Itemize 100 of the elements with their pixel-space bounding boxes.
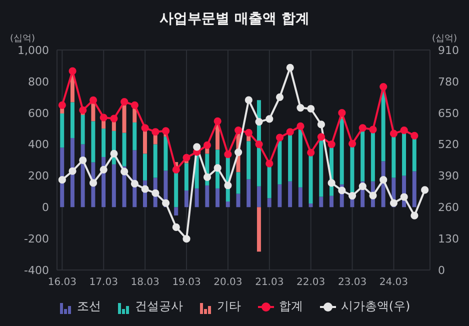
point bbox=[58, 176, 66, 184]
bar bbox=[80, 114, 85, 144]
point bbox=[172, 166, 180, 174]
point bbox=[100, 114, 108, 122]
point bbox=[276, 93, 284, 101]
y-tick-label: -400 bbox=[24, 264, 49, 277]
point bbox=[400, 193, 408, 201]
y2-tick-label: 520 bbox=[438, 138, 459, 152]
bar bbox=[298, 187, 302, 208]
bar bbox=[236, 194, 240, 208]
bar bbox=[288, 134, 292, 182]
point bbox=[296, 122, 304, 130]
x-tick-label: 23.03 bbox=[338, 277, 367, 288]
point bbox=[110, 150, 118, 158]
point bbox=[224, 182, 232, 190]
y-tick-label: 0 bbox=[42, 201, 49, 214]
point bbox=[348, 140, 356, 148]
y2-axis-title: (십억) bbox=[432, 33, 457, 45]
point bbox=[421, 186, 429, 194]
bar bbox=[412, 171, 416, 208]
y-axis-title: (십억) bbox=[10, 33, 36, 45]
bar bbox=[319, 140, 324, 197]
point bbox=[120, 168, 128, 176]
y-tick-label: 800 bbox=[28, 75, 49, 88]
bar bbox=[267, 198, 272, 208]
bar bbox=[267, 165, 272, 198]
point bbox=[244, 96, 252, 104]
y2-tick-label: 0 bbox=[438, 264, 445, 277]
legend-label: 조선 bbox=[76, 298, 101, 315]
point bbox=[100, 166, 108, 174]
bar bbox=[256, 207, 261, 252]
point bbox=[338, 186, 346, 194]
point bbox=[328, 179, 336, 187]
point bbox=[193, 143, 201, 151]
point bbox=[266, 115, 274, 123]
bar bbox=[246, 179, 251, 208]
point bbox=[152, 189, 160, 197]
bar bbox=[308, 154, 313, 204]
point bbox=[390, 130, 398, 138]
bar bbox=[278, 138, 282, 184]
chart-title: 사업부문별 매출액 합계 bbox=[158, 10, 310, 28]
bar bbox=[122, 132, 126, 166]
point bbox=[152, 128, 160, 136]
x-tick-label: 21.03 bbox=[255, 277, 284, 288]
x-tick-label: 20.03 bbox=[214, 277, 242, 288]
point bbox=[255, 118, 263, 126]
bar bbox=[174, 207, 178, 216]
point bbox=[390, 199, 398, 207]
x-tick-label: 18.03 bbox=[130, 277, 160, 288]
bar bbox=[153, 144, 158, 178]
bar bbox=[70, 138, 74, 208]
point bbox=[79, 106, 87, 114]
bar bbox=[370, 130, 375, 182]
bar bbox=[298, 128, 302, 188]
point bbox=[89, 179, 98, 187]
point bbox=[286, 64, 294, 72]
legend-label: 합계 bbox=[278, 298, 303, 315]
point bbox=[307, 104, 315, 113]
bar bbox=[392, 135, 396, 178]
point bbox=[286, 128, 294, 136]
bar bbox=[70, 102, 74, 138]
point bbox=[369, 192, 377, 200]
bar bbox=[236, 172, 240, 194]
point bbox=[380, 176, 388, 184]
x-tick-label: 24.03 bbox=[379, 277, 408, 288]
point bbox=[182, 235, 190, 243]
y-tick-label: -200 bbox=[24, 232, 49, 246]
y2-tick-label: 650 bbox=[438, 106, 459, 120]
point bbox=[58, 101, 66, 109]
y2-tick-label: 130 bbox=[438, 232, 459, 246]
point bbox=[68, 67, 76, 75]
x-tick-label: 16.03 bbox=[48, 277, 76, 288]
point bbox=[182, 154, 190, 162]
y-tick-label: 1,000 bbox=[18, 44, 49, 57]
point bbox=[307, 148, 315, 156]
point bbox=[266, 160, 274, 168]
bar bbox=[91, 121, 96, 162]
point bbox=[203, 141, 212, 150]
point bbox=[244, 128, 252, 136]
bar bbox=[402, 132, 406, 176]
point bbox=[317, 133, 326, 141]
bar bbox=[350, 145, 354, 192]
legend-label: 시가총액(우) bbox=[340, 298, 410, 315]
legend-label: 건설공사 bbox=[134, 298, 183, 315]
point bbox=[68, 167, 76, 175]
x-tick-label: 22.03 bbox=[296, 277, 326, 288]
point bbox=[317, 120, 326, 128]
y2-tick-label: 260 bbox=[438, 201, 459, 214]
point bbox=[234, 126, 242, 134]
point bbox=[255, 140, 263, 148]
point bbox=[380, 82, 388, 91]
bar bbox=[278, 184, 282, 208]
point bbox=[141, 185, 149, 193]
point bbox=[130, 101, 139, 109]
point bbox=[120, 98, 128, 106]
bar bbox=[132, 108, 137, 122]
bar bbox=[60, 113, 64, 148]
x-tick-label: 19.03 bbox=[172, 277, 201, 288]
point bbox=[89, 96, 98, 104]
point bbox=[203, 173, 212, 181]
